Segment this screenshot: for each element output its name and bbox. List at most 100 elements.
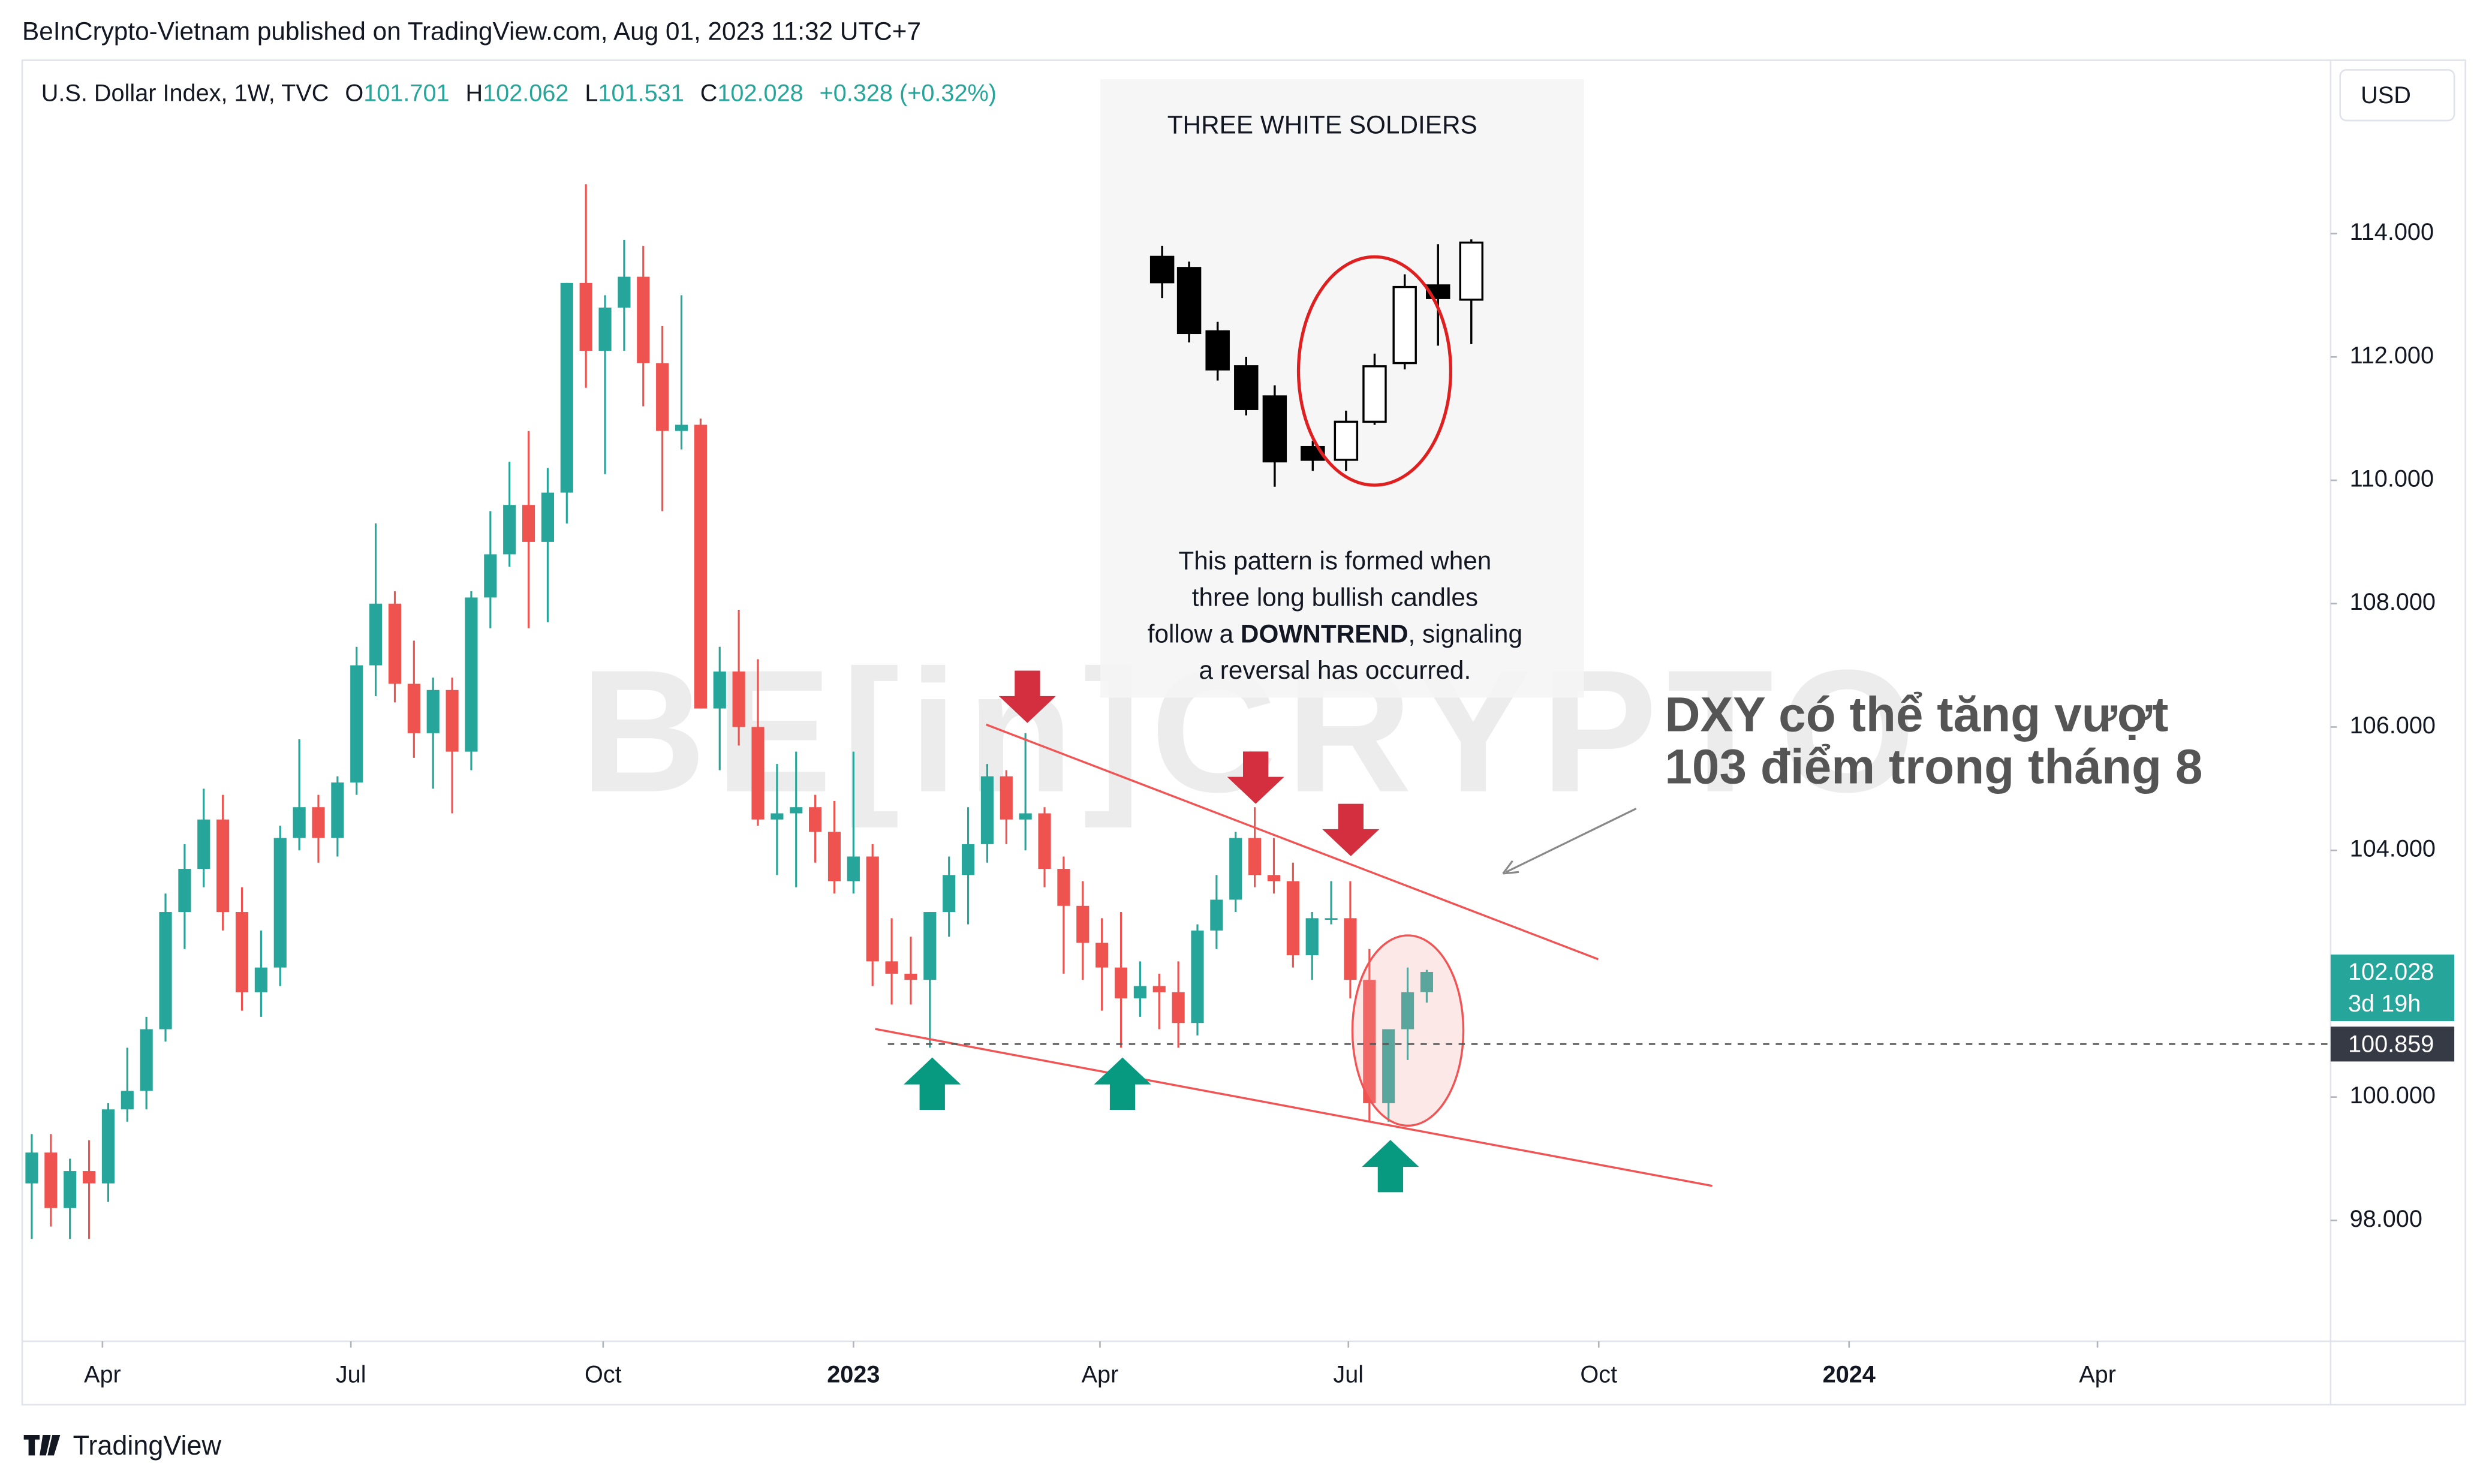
candle-body (1191, 930, 1204, 1024)
inset-title: THREE WHITE SOLDIERS (1167, 111, 1477, 139)
ohlc-value: 102.062 (483, 80, 568, 107)
candle-body (121, 1091, 134, 1110)
y-tick-label: 104.000 (2350, 836, 2436, 862)
candle-body (1420, 972, 1434, 992)
candle-body (369, 603, 383, 666)
inset-panel (1100, 79, 1584, 698)
y-tick-label: 110.000 (2350, 466, 2434, 492)
ohlc-key: O (345, 80, 363, 107)
currency-button[interactable] (2339, 69, 2455, 122)
support-line (875, 1028, 1712, 1187)
description-part: a reversal has occurred. (1199, 656, 1471, 684)
countdown-label: 3d 19h (2348, 991, 2421, 1017)
candle-body (25, 1152, 38, 1184)
candle-body (827, 832, 841, 881)
candle-body (1114, 967, 1128, 999)
candle-body (159, 912, 172, 1030)
change: +0.328 (+0.32%) (820, 80, 997, 107)
candle-body (980, 776, 994, 844)
pattern-illustration (1149, 239, 1483, 487)
candle-body (1363, 980, 1376, 1103)
footer-logo: TradingView (23, 1430, 222, 1461)
annotation-arrow (1506, 808, 1637, 873)
description-part: This pattern is formed when (1178, 547, 1491, 575)
candle-body (216, 819, 230, 913)
candle-body (350, 665, 363, 783)
candle-body (1000, 776, 1013, 820)
last-price-label: 102.028 (2348, 959, 2434, 985)
x-tick-label: Oct (585, 1362, 622, 1388)
x-tick-label: Jul (1333, 1362, 1364, 1388)
candle-body (331, 782, 344, 838)
y-tick-label: 106.000 (2350, 712, 2436, 739)
candle-body (293, 807, 306, 838)
candle-body (694, 425, 707, 709)
x-tick-label: Apr (2079, 1362, 2116, 1388)
candle-body (1057, 869, 1070, 906)
candle-body (1325, 918, 1338, 920)
candle-body (1382, 1029, 1395, 1103)
currency-label[interactable]: USD (2361, 82, 2411, 109)
candle-body (1152, 986, 1166, 992)
candle-body (484, 554, 497, 598)
candle-body (140, 1029, 153, 1091)
candle-body (598, 308, 612, 351)
ohlc-key: C (700, 80, 718, 107)
chart-title: U.S. Dollar Index, 1W, TVC (41, 80, 329, 107)
candle-body (197, 819, 210, 869)
chart-frame (21, 59, 2466, 1406)
y-tick-label: 112.000 (2350, 342, 2434, 369)
annotation-line: 103 điểm trong tháng 8 (1665, 740, 2202, 794)
candle-body (1286, 881, 1299, 956)
annotation-arrowhead (1502, 860, 1519, 875)
candle-body (961, 844, 975, 875)
candle-body (426, 690, 440, 733)
candle-body (1305, 918, 1319, 956)
candle-body (790, 807, 803, 814)
ohlc-value: 101.531 (598, 80, 684, 107)
inset: THREE WHITE SOLDIERS This pattern is for… (1100, 79, 1584, 698)
candle-body (1401, 992, 1414, 1030)
y-tick-label: 98.000 (2350, 1206, 2422, 1232)
inset-description: This pattern is formed when three long bu… (1148, 547, 1522, 684)
x-tick-label: Jul (336, 1362, 366, 1388)
candle-body (1248, 838, 1262, 875)
x-tick-label: Oct (1580, 1362, 1617, 1388)
y-tick-label: 108.000 (2350, 589, 2436, 615)
ohlc-value: 101.701 (363, 80, 449, 107)
highlight-ellipse (1351, 934, 1465, 1127)
candle-body (273, 838, 287, 968)
candle-body (541, 492, 555, 542)
candle-body (1229, 838, 1242, 900)
chart-header: U.S. Dollar Index, 1W, TVC O101.701 H102… (41, 80, 997, 107)
price-line-label: 100.859 (2348, 1031, 2434, 1057)
candle-body (254, 967, 267, 992)
footer-text: TradingView (73, 1430, 222, 1461)
resistance-line (986, 723, 1599, 961)
candle-body (904, 973, 917, 980)
candle-body (579, 282, 592, 351)
candle-body (1038, 813, 1051, 869)
candle-body (82, 1171, 96, 1184)
y-tick-label: 100.000 (2350, 1082, 2436, 1109)
annotations: DXY có thể tăng vượt 103 điểm trong thán… (875, 670, 2202, 1193)
candle-body (1076, 905, 1089, 943)
description-part: three long bullish candles (1192, 583, 1478, 612)
candle-body (465, 597, 478, 752)
candle-body (388, 603, 402, 684)
candle-body (1133, 986, 1146, 999)
candle-body (446, 690, 459, 752)
annotation-line: DXY có thể tăng vượt (1665, 687, 2168, 742)
candle-body (522, 505, 535, 542)
up-arrows (904, 1057, 1419, 1193)
y-tick-label: 114.000 (2350, 219, 2434, 245)
candle-body (847, 856, 860, 881)
candle-body (1019, 813, 1032, 820)
description-part: , signaling (1408, 620, 1522, 648)
ohlc-value: 102.028 (717, 80, 803, 107)
candle-body (771, 813, 784, 820)
candle-body (312, 807, 325, 838)
candle-body (675, 425, 688, 431)
candle-body (656, 363, 669, 431)
